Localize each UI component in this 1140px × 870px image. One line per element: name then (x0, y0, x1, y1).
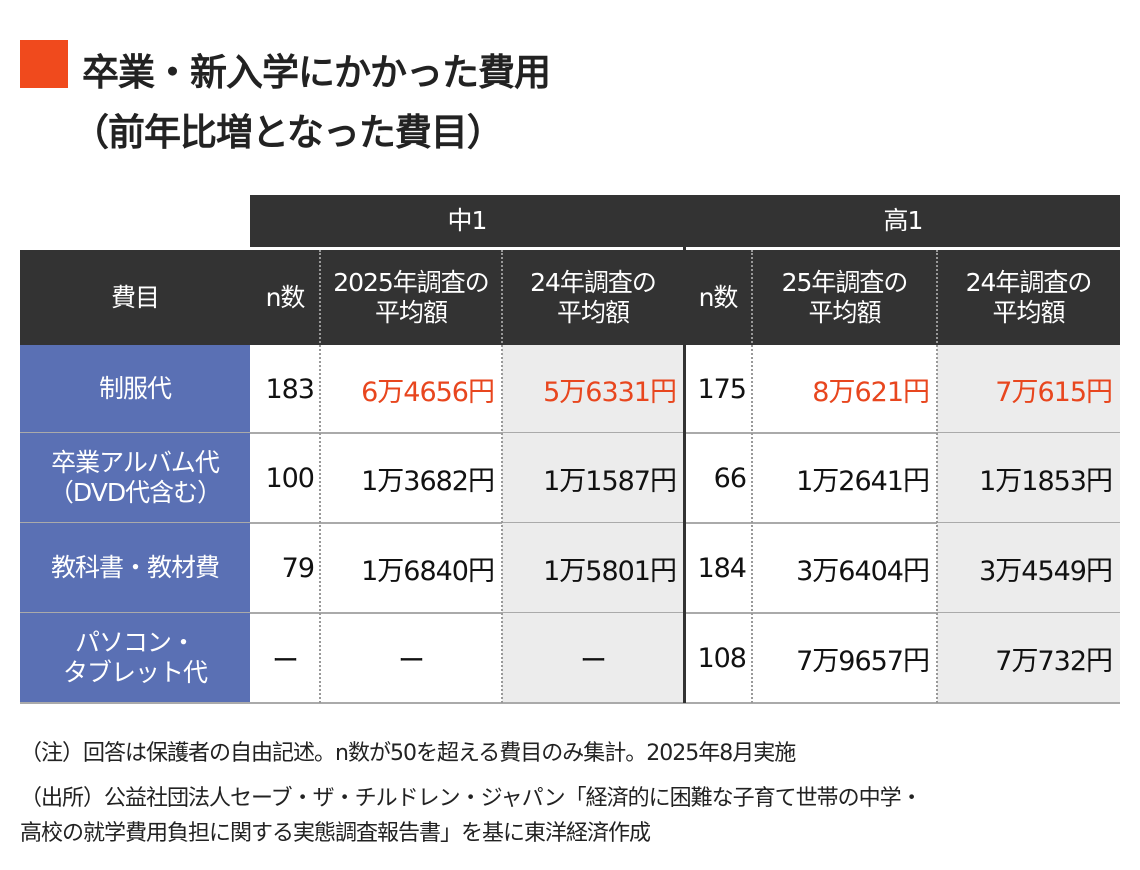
group-header-kou1: 高1 (686, 195, 1120, 247)
row-label: 制服代 (20, 345, 250, 433)
table-cell: 1万3682円 (361, 465, 495, 497)
row-label: パソコン・ タブレット代 (20, 613, 250, 703)
table-cell: 6万4656円 (361, 376, 495, 408)
table-cell: 8万621円 (812, 376, 930, 408)
table-cell: 66 (713, 462, 747, 494)
group-divider (683, 195, 686, 703)
row-label: 教科書・教材費 (20, 523, 250, 613)
table-cell: 5万6331円 (502, 345, 684, 433)
table-cell: 1万1587円 (502, 433, 684, 523)
table-cell: ー (398, 645, 425, 677)
column-header: n数 (250, 250, 320, 345)
table-cell: 79 (281, 552, 315, 584)
row-label: 卒業アルバム代 （DVD代含む） (20, 433, 250, 523)
table-cell: 7万732円 (937, 613, 1120, 703)
row-divider (20, 702, 1120, 704)
table-cell: 100 (265, 462, 315, 494)
title-line2: （前年比増となった費目） (72, 111, 504, 154)
column-divider (936, 250, 938, 703)
title-line1: 卒業・新入学にかかった費用 (82, 51, 551, 94)
table-cell: 7万615円 (937, 345, 1120, 433)
column-header: 24年調査の 平均額 (937, 250, 1120, 345)
column-divider (751, 250, 753, 703)
table-cell: ー (272, 645, 299, 677)
note: （注）回答は保護者の自由記述。n数が50を超える費目のみ集計。2025年8月実施 (20, 741, 796, 766)
column-divider (319, 250, 321, 703)
table-cell: 1万2641円 (796, 465, 930, 497)
column-header: n数 (684, 250, 752, 345)
column-header: 25年調査の 平均額 (752, 250, 937, 345)
table-cell: 1万6840円 (361, 555, 495, 587)
accent-square (20, 40, 68, 88)
table-cell: ー (502, 613, 684, 703)
table-cell: 1万5801円 (502, 523, 684, 613)
table-cell: 175 (697, 373, 747, 405)
table-cell: 108 (697, 642, 747, 674)
source: （出所）公益社団法人セーブ・ザ・チルドレン・ジャパン「経済的に困難な子育て世帯の… (20, 786, 923, 811)
table-cell: 3万4549円 (937, 523, 1120, 613)
table-cell: 184 (697, 552, 747, 584)
column-header: 24年調査の 平均額 (502, 250, 684, 345)
table-cell: 183 (265, 373, 315, 405)
header-item: 費目 (20, 250, 250, 345)
table-cell: 1万1853円 (937, 433, 1120, 523)
table-cell: 3万6404円 (796, 555, 930, 587)
source-cont: 高校の就学費用負担に関する実態調査報告書」を基に東洋経済作成 (20, 821, 651, 846)
table-cell: 7万9657円 (796, 645, 930, 677)
column-header: 2025年調査の 平均額 (320, 250, 502, 345)
group-header-chu1: 中1 (250, 195, 684, 247)
column-divider (501, 250, 503, 703)
